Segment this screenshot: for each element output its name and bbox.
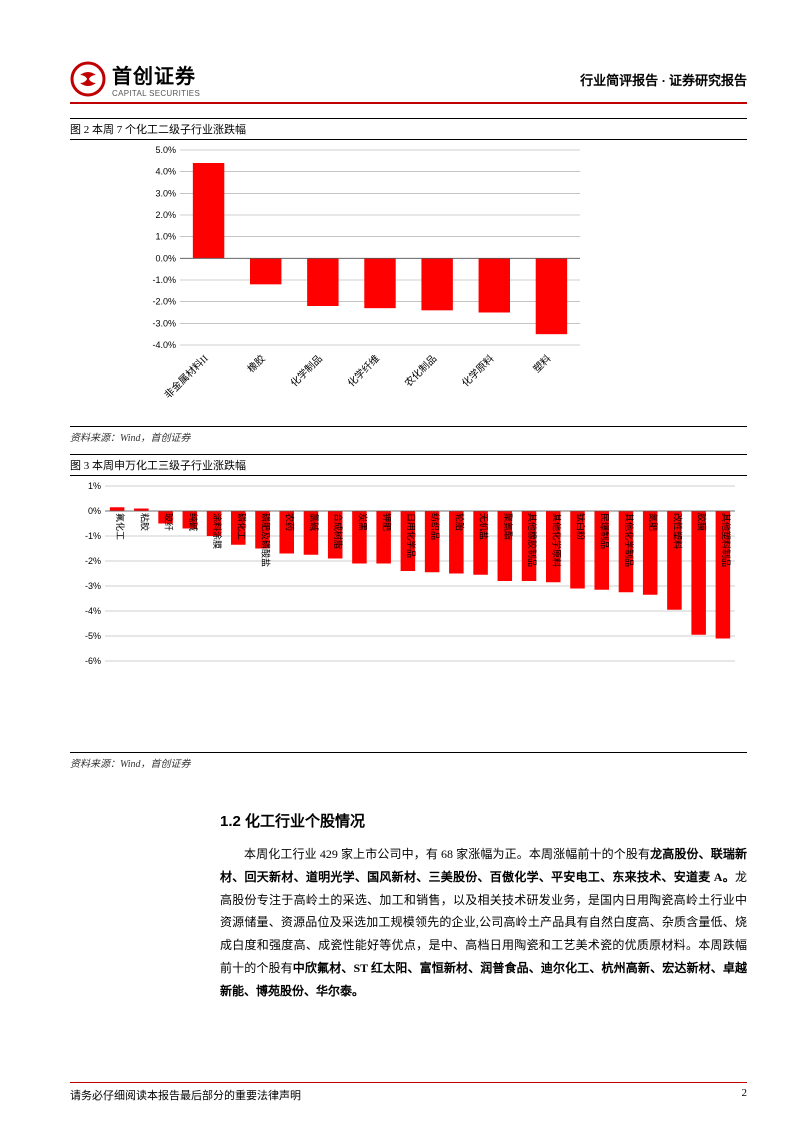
chart3-title: 图 3 本周申万化工三级子行业涨跌幅 — [70, 454, 747, 476]
logo: 首创证券 CAPITAL SECURITIES — [70, 60, 200, 98]
svg-text:钛白粉: 钛白粉 — [576, 513, 587, 540]
page-footer: 请务必仔细阅读本报告最后部分的重要法律声明 2 — [70, 1082, 747, 1103]
svg-text:日用化学品: 日用化学品 — [406, 513, 417, 558]
svg-text:化学制品: 化学制品 — [288, 352, 325, 389]
svg-text:-1.0%: -1.0% — [152, 275, 176, 285]
svg-text:-3%: -3% — [85, 581, 101, 591]
svg-text:塑料: 塑料 — [530, 352, 553, 375]
logo-text-cn: 首创证券 — [112, 60, 200, 89]
chart3: -6% -5% -4% -3% -2% -1% 0% 1% 氟化工 粘胶玻纤纯碱 涂料涂膜 磷化工 磷肥… — [70, 480, 747, 676]
page-number: 2 — [742, 1087, 748, 1103]
svg-text:-5%: -5% — [85, 631, 101, 641]
svg-text:0.0%: 0.0% — [155, 253, 176, 263]
chart2-title: 图 2 本周 7 个化工二级子行业涨跌幅 — [70, 118, 747, 140]
svg-text:2.0%: 2.0% — [155, 210, 176, 220]
svg-text:氮肥: 氮肥 — [648, 513, 659, 531]
logo-icon — [70, 61, 106, 97]
svg-text:纺织品: 纺织品 — [430, 513, 441, 540]
svg-text:其他化学原料: 其他化学原料 — [551, 513, 562, 567]
svg-text:合成树脂: 合成树脂 — [333, 513, 344, 549]
svg-text:4.0%: 4.0% — [155, 167, 176, 177]
svg-text:氟化工: 氟化工 — [115, 513, 126, 540]
svg-text:氯碱: 氯碱 — [309, 513, 320, 531]
svg-text:-3.0%: -3.0% — [152, 318, 176, 328]
svg-text:民爆制品: 民爆制品 — [600, 513, 611, 549]
svg-text:改性塑料: 改性塑料 — [672, 513, 683, 549]
svg-text:非金属材料II: 非金属材料II — [161, 352, 210, 401]
svg-text:涂料涂膜: 涂料涂膜 — [212, 513, 223, 549]
chart3-source: 资料来源：Wind，首创证券 — [70, 752, 747, 770]
page-header: 首创证券 CAPITAL SECURITIES 行业简评报告 · 证券研究报告 — [70, 60, 747, 104]
svg-text:3.0%: 3.0% — [155, 188, 176, 198]
svg-text:-2.0%: -2.0% — [152, 297, 176, 307]
svg-text:粘胶: 粘胶 — [139, 513, 150, 531]
chart2: -4.0% -3.0% -2.0% -1.0% 0.0% 1.0% 2.0% 3.0% 4.0%… — [70, 144, 747, 420]
svg-text:炭黑: 炭黑 — [357, 513, 367, 531]
chart2-source: 资料来源：Wind，首创证券 — [70, 426, 747, 444]
svg-text:其他塑料制品: 其他塑料制品 — [721, 513, 732, 567]
svg-text:胶膜: 胶膜 — [697, 513, 708, 531]
svg-text:-6%: -6% — [85, 656, 101, 666]
svg-text:其他化学制品: 其他化学制品 — [624, 513, 635, 567]
body-paragraph: 本周化工行业 429 家上市公司中，有 68 家涨幅为正。本周涨幅前十的个股有龙… — [220, 843, 747, 1003]
footer-disclaimer: 请务必仔细阅读本报告最后部分的重要法律声明 — [70, 1087, 301, 1103]
svg-text:纯碱: 纯碱 — [188, 513, 199, 531]
svg-text:农药: 农药 — [285, 513, 296, 531]
svg-text:5.0%: 5.0% — [155, 145, 176, 155]
svg-text:1.0%: 1.0% — [155, 232, 176, 242]
svg-text:磷化工: 磷化工 — [236, 513, 247, 540]
svg-text:化学纤维: 化学纤维 — [345, 352, 382, 389]
svg-text:0%: 0% — [88, 506, 101, 516]
svg-text:农化制品: 农化制品 — [402, 352, 439, 389]
svg-text:玻纤: 玻纤 — [164, 513, 175, 531]
svg-text:-2%: -2% — [85, 556, 101, 566]
svg-text:-1%: -1% — [85, 531, 101, 541]
svg-text:磷肥及磷酸盐: 磷肥及磷酸盐 — [261, 513, 272, 567]
svg-text:橡胶: 橡胶 — [245, 352, 268, 375]
svg-text:-4.0%: -4.0% — [152, 340, 176, 350]
svg-text:轮胎: 轮胎 — [454, 513, 465, 531]
logo-text-en: CAPITAL SECURITIES — [112, 89, 200, 98]
svg-text:化学原料: 化学原料 — [459, 352, 496, 389]
svg-text:聚氨酯: 聚氨酯 — [503, 513, 514, 540]
svg-text:1%: 1% — [88, 481, 101, 491]
svg-text:无机盐: 无机盐 — [479, 513, 490, 540]
svg-text:-4%: -4% — [85, 606, 101, 616]
section-heading: 1.2 化工行业个股情况 — [220, 810, 747, 831]
svg-text:其他橡胶制品: 其他橡胶制品 — [527, 513, 538, 567]
header-right-text: 行业简评报告 · 证券研究报告 — [580, 70, 747, 89]
svg-text:钾肥: 钾肥 — [382, 513, 393, 531]
